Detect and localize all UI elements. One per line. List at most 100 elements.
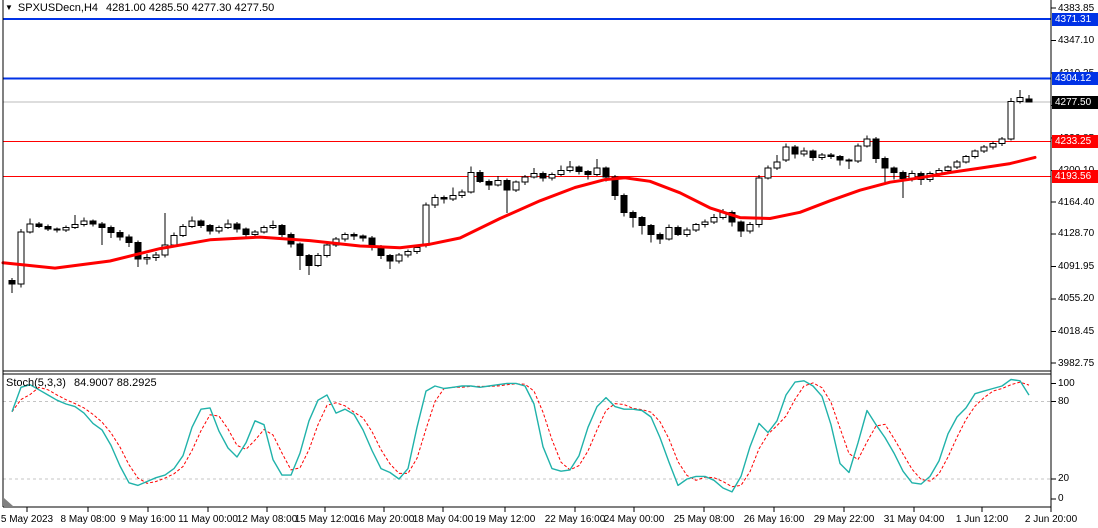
candle-bearish — [296, 243, 304, 257]
candle-bearish — [116, 232, 124, 238]
candle-bearish — [584, 171, 592, 175]
moving-average-line — [1, 155, 1037, 270]
candle-bearish — [440, 196, 448, 200]
candle-bearish — [305, 255, 313, 266]
candle-bullish — [260, 226, 268, 233]
candle-bullish — [341, 233, 349, 240]
candle-bullish — [566, 166, 574, 172]
candle-bearish — [89, 220, 97, 225]
candle-bearish — [845, 159, 853, 162]
candle-bullish — [269, 225, 277, 228]
candle-bullish — [548, 173, 556, 179]
candle-bearish — [1025, 98, 1033, 103]
candle-bullish — [854, 145, 862, 162]
candle-bearish — [35, 223, 43, 227]
candle-bullish — [755, 177, 763, 226]
axis-tick-marks — [26, 7, 1056, 512]
pane-resize-grip-icon[interactable] — [4, 498, 13, 506]
candle-bearish — [134, 241, 142, 260]
candle-bullish — [944, 166, 952, 172]
candle-bearish — [674, 226, 682, 235]
candle-bullish — [458, 191, 466, 197]
candle-bearish — [881, 157, 889, 169]
candle-bearish — [485, 180, 493, 186]
candle-bullish — [863, 138, 871, 147]
candle-bearish — [737, 221, 745, 232]
candle-bullish — [512, 181, 520, 191]
candle-bullish — [962, 156, 970, 163]
candle-bullish — [170, 234, 178, 246]
candle-bullish — [17, 231, 25, 285]
candle-bullish — [179, 225, 187, 236]
candle-bearish — [278, 225, 286, 235]
candle-bullish — [1016, 96, 1024, 103]
candle-bullish — [467, 171, 475, 193]
price-level-lines — [3, 18, 1051, 177]
candle-bearish — [359, 235, 367, 239]
candle-bearish — [8, 279, 16, 285]
stochastic-indicator-label: Stoch(5,3,3) 84.9007 88.2925 — [6, 377, 157, 389]
candle-bearish — [827, 154, 835, 158]
candle-bearish — [476, 171, 484, 182]
candle-bearish — [656, 233, 664, 240]
candle-bearish — [611, 176, 619, 197]
candle-bullish — [530, 172, 538, 178]
candle-bearish — [242, 228, 250, 235]
candle-bearish — [233, 223, 241, 230]
candle-bullish — [971, 150, 979, 158]
candle-bearish — [899, 171, 907, 180]
candle-bullish — [224, 223, 232, 228]
ohlc-values: 4281.00 4285.50 4277.30 4277.50 — [106, 1, 275, 14]
candle-bearish — [809, 150, 817, 158]
candle-bearish — [638, 217, 646, 227]
candle-bullish — [818, 154, 826, 158]
chart-title: ▼ SPXUSDecn,H4 4281.00 4285.50 4277.30 4… — [5, 1, 274, 14]
candle-bullish — [188, 220, 196, 227]
candle-bullish — [251, 231, 259, 235]
candle-bullish — [431, 196, 439, 206]
candle-bearish — [836, 156, 844, 161]
candle-bearish — [386, 255, 394, 262]
candle-bullish — [449, 195, 457, 200]
candle-bearish — [791, 146, 799, 155]
candle-bullish — [665, 226, 673, 240]
candle-bearish — [872, 138, 880, 159]
candle-bearish — [647, 225, 655, 235]
candle-bearish — [539, 172, 547, 179]
candle-bullish — [395, 254, 403, 262]
candle-bearish — [575, 166, 583, 173]
candle-bullish — [422, 204, 430, 246]
candle-bearish — [620, 195, 628, 213]
candle-bullish — [800, 150, 808, 155]
candle-bearish — [629, 211, 637, 219]
candle-bullish — [701, 221, 709, 226]
candle-bullish — [782, 146, 790, 161]
candle-bearish — [890, 167, 898, 173]
candle-bearish — [44, 225, 52, 230]
candle-bullish — [494, 179, 502, 186]
candles — [8, 90, 1033, 293]
candle-bullish — [998, 138, 1006, 144]
stoch-gridlines — [3, 400, 1051, 480]
candle-bullish — [323, 244, 331, 257]
stoch-main-line — [11, 378, 1030, 493]
candle-bullish — [710, 217, 718, 223]
stoch-signal-line — [11, 381, 1030, 488]
candle-bullish — [71, 224, 79, 228]
candle-bullish — [692, 224, 700, 231]
candle-bearish — [197, 220, 205, 227]
candle-bullish — [62, 226, 70, 231]
stochastic-name: Stoch(5,3,3) — [6, 377, 66, 389]
candle-bullish — [953, 161, 961, 168]
candle-bullish — [404, 250, 412, 256]
candle-bullish — [773, 161, 781, 169]
candle-bearish — [125, 236, 133, 243]
dropdown-icon[interactable]: ▼ — [5, 3, 13, 12]
stochastic-values: 84.9007 88.2925 — [73, 377, 157, 389]
candle-bullish — [143, 256, 151, 260]
candle-bullish — [1007, 101, 1015, 140]
candle-bearish — [206, 225, 214, 232]
candle-bullish — [26, 223, 34, 233]
